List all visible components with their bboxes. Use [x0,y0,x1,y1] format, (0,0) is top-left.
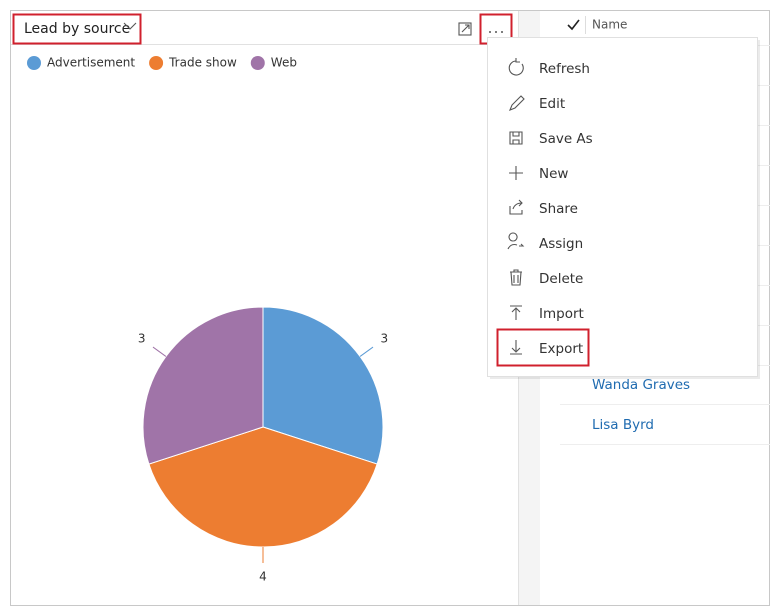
legend-label[interactable]: Web [271,56,297,70]
refresh-icon [508,58,524,76]
highlight-title [12,13,142,45]
menu-item[interactable]: Save As [539,131,593,147]
import-icon [510,305,522,320]
leader-line [359,346,374,357]
menu-item[interactable]: Export [539,341,583,357]
menu-item[interactable]: Delete [539,271,583,287]
row-link[interactable]: Lisa Byrd [592,417,654,433]
delete-icon [510,269,522,286]
data-label: 3 [138,331,146,345]
chart-title[interactable]: Lead by source [24,21,130,37]
expand-icon[interactable] [458,22,472,36]
pie-slice[interactable] [262,306,384,465]
data-label: 3 [381,331,389,345]
pie: 3 4 3 [138,306,389,584]
menu-item[interactable]: Edit [539,96,565,112]
select-all-check[interactable] [567,19,580,31]
menu-item[interactable]: Assign [539,236,583,252]
menu-item[interactable]: Share [539,201,578,217]
edit-icon [509,95,525,111]
menu-panel [487,37,758,377]
row-link[interactable]: Wanda Graves [592,377,690,393]
menu-item[interactable]: Import [539,306,584,322]
menu-items: Refresh Edit Save As New Share Assign Delete Im… [539,61,593,357]
legend: Advertisement Trade show Web [27,56,297,70]
leader-line [152,346,167,357]
save-icon [509,131,523,145]
legend-swatch [27,56,41,70]
pie-slice[interactable] [142,306,264,465]
export-icon [510,340,522,355]
highlight-export [496,328,590,367]
share-icon [509,199,523,215]
more-button[interactable] [489,31,503,33]
title-dropdown-icon[interactable] [123,22,137,30]
context-menu: Refresh Edit Save As New Share Assign Delete Im… [487,37,760,379]
legend-label[interactable]: Trade show [168,56,237,70]
legend-swatch [250,56,265,70]
new-icon [509,166,523,180]
menu-item[interactable]: New [539,166,568,182]
assign-icon [507,232,525,250]
data-label: 4 [259,570,267,584]
legend-swatch [149,56,164,70]
menu-item[interactable]: Refresh [539,61,590,77]
column-header[interactable]: Name [592,18,627,32]
legend-label[interactable]: Advertisement [47,56,135,70]
